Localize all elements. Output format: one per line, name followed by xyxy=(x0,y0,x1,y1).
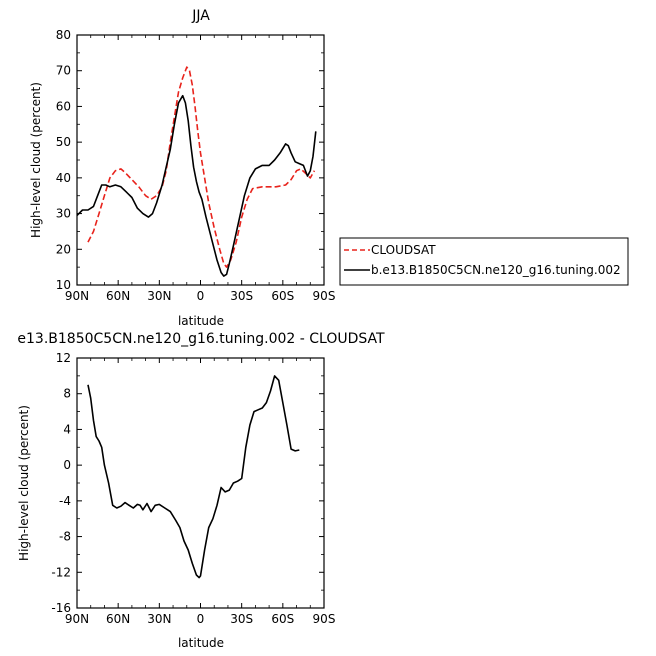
bottom-y-tick-label: 4 xyxy=(63,422,71,436)
bottom-y-tick-label: -4 xyxy=(59,494,71,508)
top-series-line-1 xyxy=(76,94,317,277)
top-x-tick-label: 90N xyxy=(65,289,89,303)
top-x-tick-label: 30N xyxy=(147,289,171,303)
bottom-y-axis-label: High-level cloud (percent) xyxy=(17,405,31,561)
bottom-y-tick-label: -16 xyxy=(51,601,71,615)
top-x-tick-label: 90S xyxy=(313,289,336,303)
bottom-x-axis-label: latitude xyxy=(178,636,224,650)
legend-label-model: b.e13.B1850C5CN.ne120_g16.tuning.002 xyxy=(371,263,621,277)
bottom-panel-title: e13.B1850C5CN.ne120_g16.tuning.002 - CLO… xyxy=(17,331,385,347)
bottom-y-tick-label: 12 xyxy=(56,351,71,365)
bottom-frame xyxy=(76,357,325,609)
bottom-x-tick-label: 60N xyxy=(106,612,130,626)
top-y-axis-label: High-level cloud (percent) xyxy=(29,82,43,238)
top-x-tick-label: 60S xyxy=(271,289,294,303)
bottom-series-line-0 xyxy=(87,375,300,579)
top-y-tick-label: 60 xyxy=(56,99,71,113)
bottom-y-tick-label: 0 xyxy=(63,458,71,472)
bottom-x-tick-label: 30S xyxy=(230,612,253,626)
top-plot-area: 90N 60N 30N 0 30S 60S 90S 10 20 30 40 50 60 70 80 xyxy=(56,28,336,303)
top-x-tick-label: 0 xyxy=(197,289,205,303)
bottom-x-tick-label: 90N xyxy=(65,612,89,626)
bottom-y-tick-label: -8 xyxy=(59,530,71,544)
top-frame xyxy=(76,34,325,286)
top-x-tick-label: 60N xyxy=(106,289,130,303)
legend-box xyxy=(339,237,629,286)
top-y-tick-label: 20 xyxy=(56,242,71,256)
legend-label-cloudsat: CLOUDSAT xyxy=(371,243,436,257)
bottom-y-tick-label: -12 xyxy=(51,565,71,579)
top-x-axis-label: latitude xyxy=(178,314,224,328)
bottom-x-tick-label: 60S xyxy=(271,612,294,626)
bottom-panel: e13.B1850C5CN.ne120_g16.tuning.002 - CLO… xyxy=(17,331,385,650)
top-y-tick-label: 30 xyxy=(56,207,71,221)
bottom-x-tick-label: 30N xyxy=(147,612,171,626)
legend: CLOUDSAT b.e13.B1850C5CN.ne120_g16.tunin… xyxy=(339,237,629,286)
top-y-tick-label: 50 xyxy=(56,135,71,149)
top-x-tick-label: 30S xyxy=(230,289,253,303)
bottom-y-tick-label: 8 xyxy=(63,387,71,401)
top-y-tick-label: 80 xyxy=(56,28,71,42)
bottom-plot-area: 90N 60N 30N 0 30S 60S 90S -16 -12 -8 -4 0 4 8 12 xyxy=(51,351,335,626)
top-y-tick-label: 10 xyxy=(56,278,71,292)
bottom-x-tick-label: 90S xyxy=(313,612,336,626)
top-panel: JJA 90N 60N 30N 0 30S 60S 90S1020304050607080 … xyxy=(29,8,335,328)
top-y-tick-label: 40 xyxy=(56,171,71,185)
top-panel-title: JJA xyxy=(191,8,210,24)
top-series-line-0 xyxy=(87,66,316,268)
bottom-x-tick-label: 0 xyxy=(197,612,205,626)
top-y-tick-label: 70 xyxy=(56,64,71,78)
